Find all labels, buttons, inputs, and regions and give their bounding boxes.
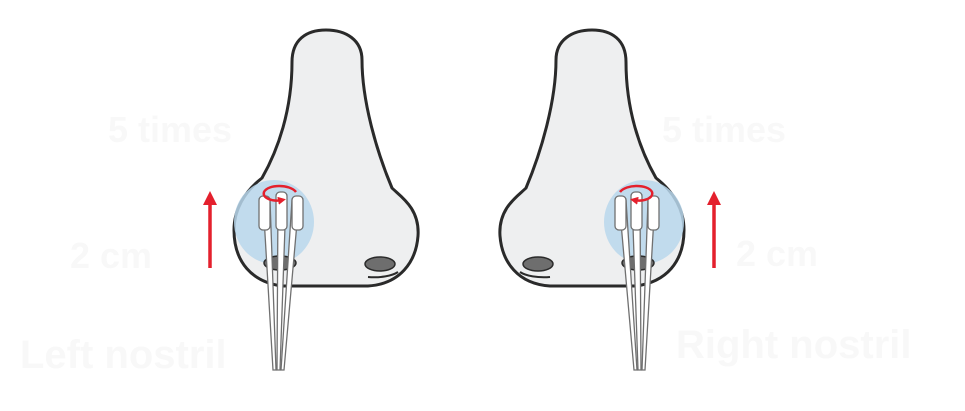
- left-nostril-label: Left nostril: [20, 333, 227, 377]
- left-swabs: [258, 191, 304, 371]
- right-swab-tip-mid: [630, 191, 643, 231]
- left-swab-tip-mid: [275, 191, 288, 231]
- left-distance-label: 2 cm: [70, 235, 153, 276]
- left-nose-illustration: [203, 28, 420, 371]
- left-times-label: 5 times: [108, 109, 233, 150]
- right-nostril-label: Right nostril: [676, 323, 912, 367]
- left-swab-tip-right: [291, 195, 304, 231]
- left-nostril-far: [364, 256, 396, 272]
- right-nostril-crease: [519, 271, 551, 279]
- left-nostril-crease: [367, 271, 399, 279]
- right-nostril-far: [522, 256, 554, 272]
- right-swab-tip-right: [647, 195, 660, 231]
- right-swab-tip-left: [614, 195, 627, 231]
- left-swab-tip-left: [258, 195, 271, 231]
- right-swabs: [614, 191, 660, 371]
- right-nose-illustration: [498, 28, 721, 371]
- right-distance-label: 2 cm: [736, 233, 819, 274]
- right-times-label: 5 times: [662, 109, 787, 150]
- left-rotation-arrow: [262, 184, 297, 205]
- right-rotation-arrow: [619, 184, 654, 205]
